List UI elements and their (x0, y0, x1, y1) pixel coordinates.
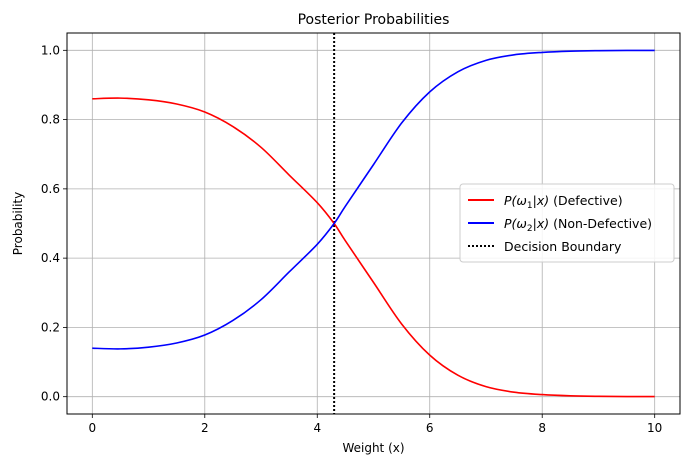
x-tick-label: 2 (201, 421, 209, 435)
x-tick-label: 0 (88, 421, 96, 435)
chart-title: Posterior Probabilities (298, 12, 450, 28)
legend-label-defective: P(ω1|x) (Defective) (504, 193, 623, 211)
ticks: 0 2 4 6 8 10 0.0 0.2 0.4 0.6 0.8 1.0 (41, 43, 662, 435)
x-axis-title: Weight (x) (342, 441, 404, 455)
plot-frame (66, 32, 681, 415)
x-tick-label: 8 (538, 421, 546, 435)
y-tick-label: 0.4 (41, 251, 60, 265)
y-tick-label: 1.0 (41, 43, 60, 57)
y-tick-label: 0.2 (41, 320, 60, 334)
legend-box (459, 183, 675, 263)
series-line-non-defective (92, 49, 655, 350)
x-tick-label: 10 (647, 421, 662, 435)
x-tick-label: 6 (426, 421, 434, 435)
y-axis-title: Probability (11, 192, 25, 255)
y-tick-label: 0.6 (41, 182, 60, 196)
legend-label-decision-boundary: Decision Boundary (504, 239, 622, 254)
legend-label-non-defective: P(ω2|x) (Non-Defective) (504, 216, 652, 234)
legend: P(ω1|x) (Defective) P(ω2|x) (Non-Defecti… (459, 183, 675, 263)
x-tick-label: 4 (313, 421, 321, 435)
series-line-defective (92, 97, 655, 398)
y-tick-label: 0.8 (41, 113, 60, 127)
series-layer (92, 49, 655, 398)
y-tick-label: 0.0 (41, 390, 60, 404)
